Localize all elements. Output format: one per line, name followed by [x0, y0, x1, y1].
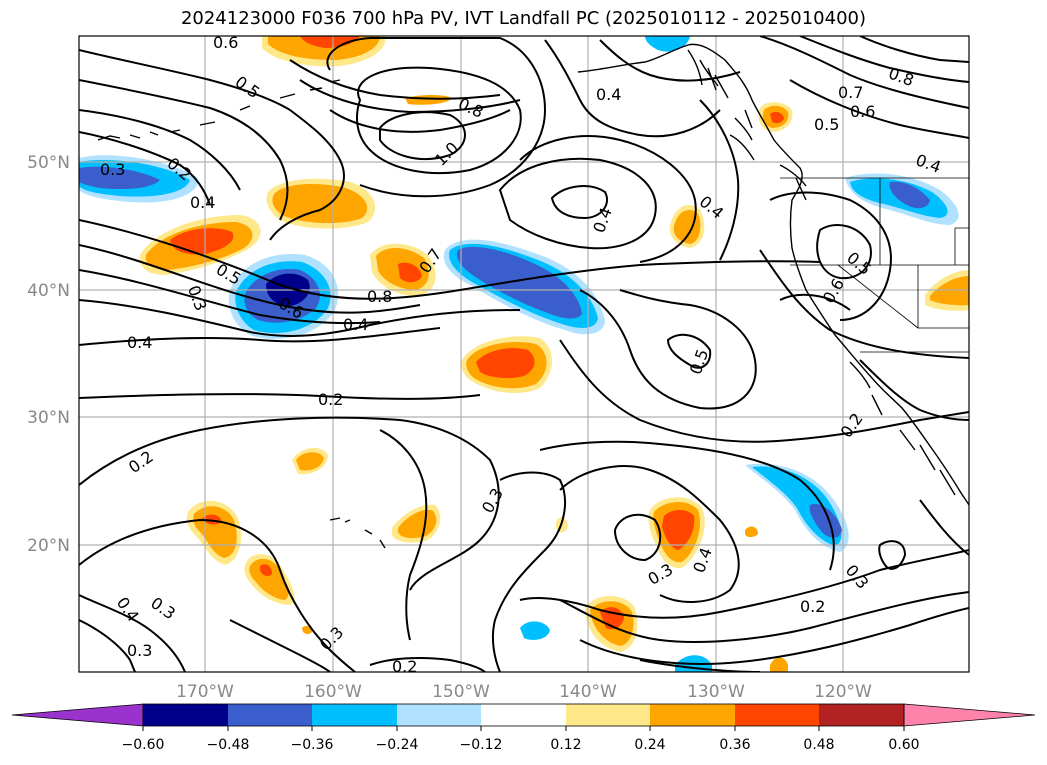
shade-pos-k-core [260, 564, 272, 577]
lon-tick: 140°W [559, 682, 617, 702]
colorbar-tick-label: −0.12 [460, 737, 503, 753]
lon-tick: 160°W [304, 682, 362, 702]
colorbar-extend-right [903, 703, 1036, 727]
contour-label: 0.8 [367, 287, 392, 306]
colorbar-tick-label: −0.60 [122, 737, 165, 753]
shade-pos-i-mid [296, 452, 324, 471]
colorbar-ticks [142, 726, 905, 731]
contour-label: 0.2 [392, 657, 417, 676]
plot-area: 0.6 0.5 0.3 0.2 0.4 0.5 0.6 0.8 0.4 0.3 … [79, 33, 969, 676]
contour-label: 0.5 [814, 115, 839, 134]
contour-label: 0.3 [316, 623, 347, 654]
shade-pos-p [745, 526, 758, 537]
shade-pos-top-core [300, 36, 360, 48]
contour-label: 0.6 [850, 102, 875, 121]
contour-label: 0.3 [100, 160, 125, 179]
contour-label: 0.2 [837, 409, 867, 441]
colorbar-tick-label: −0.24 [376, 737, 419, 753]
contour-label: 0.3 [184, 283, 211, 313]
shade-pos-r [302, 625, 312, 635]
contour-label: 0.5 [232, 72, 264, 102]
shade-pos-h-mid [930, 276, 969, 306]
contour-label: 0.2 [125, 447, 157, 477]
colorbar-tick-label: 0.60 [888, 737, 919, 753]
colorbar-tick-label: −0.36 [291, 737, 334, 753]
contour-label: 0.7 [838, 83, 863, 102]
contour-label: 1.0 [431, 138, 462, 169]
shade-neg-se-core [809, 504, 842, 538]
contour-label: 0.4 [589, 205, 616, 235]
lon-tick: 170°W [176, 682, 234, 702]
shade-pos-b-core [170, 228, 234, 255]
contour-label: 0.3 [127, 641, 152, 660]
coastlines [97, 43, 969, 549]
lat-axis: 50°N 40°N 30°N 20°N [27, 153, 70, 556]
contour-label: 0.6 [213, 33, 238, 52]
contour-label: 0.3 [478, 485, 507, 517]
plot-frame [78, 35, 970, 673]
colorbar-segment [735, 704, 819, 726]
contour-label: 0.4 [343, 315, 368, 334]
colorbar-tick-label: 0.12 [550, 737, 581, 753]
map-title: 2024123000 F036 700 hPa PV, IVT Landfall… [180, 8, 867, 29]
contour-label: 0.4 [113, 593, 143, 625]
contour-label: 0.8 [886, 64, 916, 91]
shade-pos-f-core [770, 111, 784, 124]
shade-pos-a-mid [272, 184, 368, 224]
colorbar-segment [143, 704, 228, 726]
colorbar-segment [397, 704, 481, 726]
lon-tick: 130°W [687, 682, 745, 702]
shade-neg-c-core [456, 246, 582, 319]
contour-label: 0.6 [819, 275, 848, 307]
colorbar-tick-label: 0.24 [634, 737, 665, 753]
contour-label: 0.4 [190, 193, 215, 212]
shade-pos-g-mid [673, 210, 701, 244]
colorbar-segment [228, 704, 312, 726]
contour-label: 0.4 [127, 333, 152, 352]
pv-contours [79, 36, 969, 672]
shade-pos-q [770, 657, 788, 672]
shade-pos-m-core [662, 510, 695, 550]
lat-tick: 20°N [27, 536, 70, 556]
lat-tick: 50°N [27, 153, 70, 173]
contour-label: 0.2 [800, 597, 825, 616]
contour-label: 0.4 [596, 85, 621, 104]
colorbar-segment [650, 704, 735, 726]
colorbar-segment [481, 704, 566, 726]
colorbar-tick-label: 0.48 [803, 737, 834, 753]
lon-axis: 170°W 160°W 150°W 140°W 130°W 120°W [176, 682, 872, 702]
colorbar-extend-left [11, 703, 144, 727]
colorbar-frame [142, 703, 905, 727]
shade-neg-nw-core [79, 166, 160, 190]
contour-label: 0.3 [842, 561, 873, 593]
colorbar-segment [312, 704, 397, 726]
colorbar-tick-label: 0.36 [719, 737, 750, 753]
shade-neg-bot1 [520, 621, 550, 640]
contour-label: 0.3 [147, 593, 179, 623]
contour-label: 0.5 [686, 347, 713, 377]
shade-neg-top [645, 36, 690, 52]
lat-tick: 30°N [27, 408, 70, 428]
colorbar-segment [566, 704, 650, 726]
colorbar-tick-label: −0.48 [207, 737, 250, 753]
colorbar-segment [819, 704, 904, 726]
shade-neg-ne-core [889, 181, 930, 209]
lon-tick: 120°W [814, 682, 872, 702]
contour-label: 0.2 [318, 390, 343, 409]
shade-pos-c-core [398, 262, 422, 283]
shade-pos-k-mid [249, 558, 289, 600]
lon-tick: 150°W [432, 682, 490, 702]
lat-tick: 40°N [27, 281, 70, 301]
colorbar: −0.60 −0.48 −0.36 −0.24 −0.12 0.12 0.24 … [11, 703, 1036, 753]
shade-pos-d-core [476, 348, 535, 379]
shade-pos-e [405, 95, 452, 105]
contour-label: 0.4 [913, 150, 943, 177]
